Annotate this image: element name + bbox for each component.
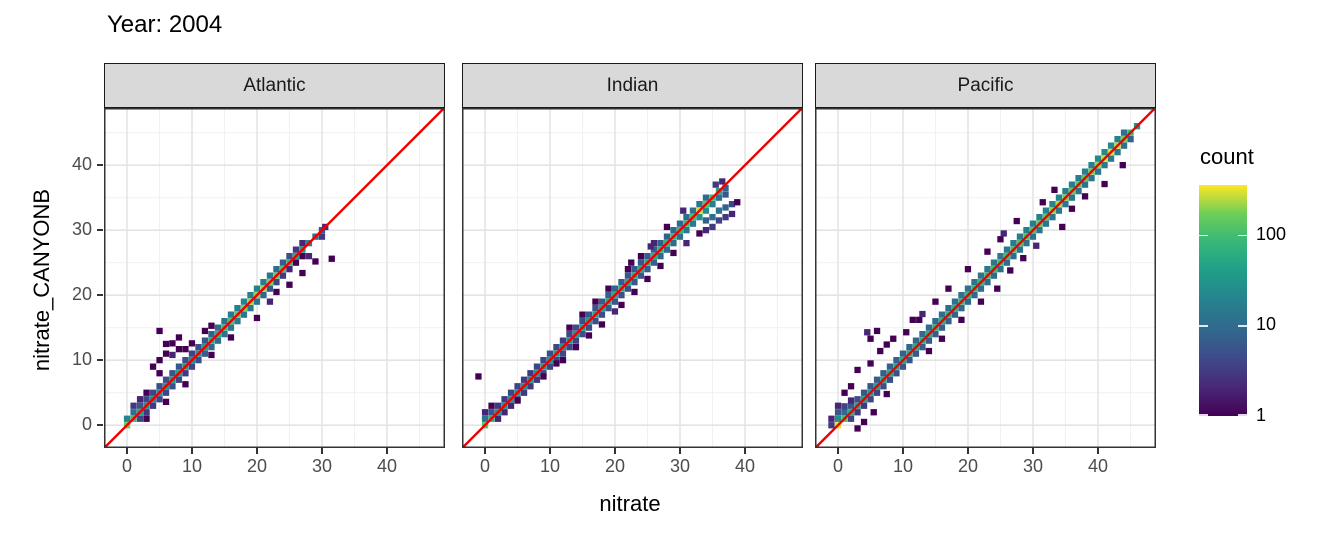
x-tick-label: 10 — [539, 456, 561, 476]
identity-line — [104, 108, 445, 448]
x-tick-mark — [679, 448, 681, 454]
x-tick-label: 20 — [604, 456, 626, 476]
y-tick-label: 0 — [81, 414, 92, 435]
y-tick-label: 40 — [71, 154, 92, 175]
legend-tick-label: 1 — [1256, 405, 1267, 425]
colorbar-tick — [1238, 325, 1247, 327]
x-axis-title: nitrate — [599, 491, 661, 516]
x-tick-mark — [321, 448, 323, 454]
facet-strip-indian: Indian — [462, 63, 803, 108]
y-tick-mark — [97, 229, 103, 231]
x-tick-label: 20 — [957, 456, 979, 476]
legend-title: count — [1200, 144, 1254, 169]
x-tick-mark — [1032, 448, 1034, 454]
colorbar-tick — [1238, 234, 1247, 237]
colorbar-tick — [1238, 414, 1247, 416]
panel-indian — [462, 108, 803, 448]
y-tick-label: 20 — [71, 284, 92, 305]
x-tick-label: 30 — [1022, 456, 1044, 476]
y-tick-mark — [97, 294, 103, 296]
legend-tick-label: 100 — [1256, 223, 1287, 244]
x-tick-mark — [386, 448, 388, 454]
plot-title: Year: 2004 — [107, 11, 223, 38]
panel-atlantic — [104, 108, 445, 448]
y-axis-title: nitrate_CANYONB — [29, 188, 54, 372]
facet-strip-label: Pacific — [957, 74, 1014, 96]
x-tick-mark — [744, 448, 746, 454]
x-tick-label: 40 — [376, 456, 398, 476]
facet-strip-pacific: Pacific — [815, 63, 1156, 108]
x-tick-mark — [484, 448, 486, 454]
x-tick-mark — [256, 448, 258, 454]
legend-tick-label: 10 — [1256, 314, 1277, 335]
x-tick-mark — [902, 448, 904, 454]
facet-strip-atlantic: Atlantic — [104, 63, 445, 108]
y-tick-mark — [97, 359, 103, 361]
colorbar-tick — [1199, 325, 1208, 327]
x-tick-label: 30 — [311, 456, 333, 476]
identity-line — [462, 108, 803, 448]
y-tick-label: 30 — [71, 219, 92, 240]
x-tick-mark — [126, 448, 128, 454]
y-tick-mark — [97, 424, 103, 426]
x-tick-mark — [837, 448, 839, 454]
x-tick-label: 30 — [669, 456, 691, 476]
x-tick-label: 0 — [121, 456, 132, 476]
x-tick-label: 40 — [734, 456, 756, 476]
facet-strip-label: Indian — [606, 74, 659, 96]
x-tick-mark — [1097, 448, 1099, 454]
x-tick-label: 0 — [479, 456, 490, 476]
x-tick-label: 10 — [892, 456, 914, 476]
y-tick-label: 10 — [71, 349, 92, 370]
x-tick-mark — [549, 448, 551, 454]
identity-line — [815, 108, 1156, 448]
x-tick-label: 0 — [832, 456, 843, 476]
colorbar-tick — [1199, 234, 1208, 237]
colorbar-tick — [1199, 414, 1208, 416]
x-tick-mark — [614, 448, 616, 454]
y-tick-mark — [97, 164, 103, 166]
x-tick-mark — [967, 448, 969, 454]
x-tick-label: 40 — [1087, 456, 1109, 476]
colorbar — [1199, 185, 1247, 416]
x-tick-mark — [191, 448, 193, 454]
x-tick-label: 20 — [246, 456, 268, 476]
x-tick-label: 10 — [181, 456, 203, 476]
facet-strip-label: Atlantic — [243, 74, 306, 96]
panel-pacific — [815, 108, 1156, 448]
